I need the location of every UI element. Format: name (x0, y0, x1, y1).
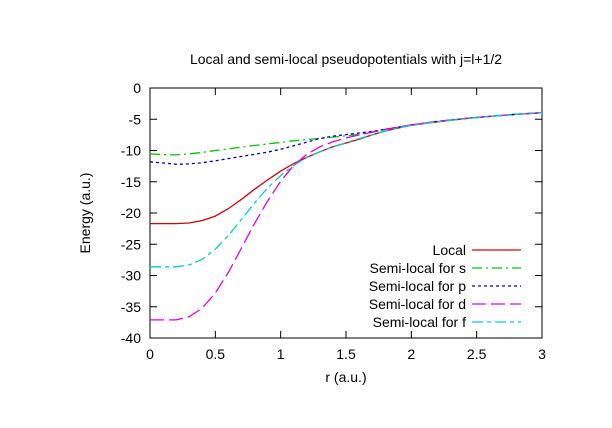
x-tick-label: 0.5 (206, 346, 226, 362)
y-tick-label: -35 (121, 299, 141, 315)
axes-layer: 0 0.5 1 1.5 2 2.5 3 0 -5 -10 -15 -20 -25 -30 -35 -40 (121, 80, 546, 362)
x-axis-label: r (a.u.) (325, 369, 366, 385)
x-tick-label: 1 (277, 346, 285, 362)
curve-semi-local-for-f (150, 112, 543, 268)
y-tick-label: -40 (121, 330, 141, 346)
curve-semi-local-for-d (150, 111, 543, 321)
legend-label-semi-local-for-s: Semi-local for s (370, 260, 466, 276)
curve-semi-local-for-s (149, 112, 543, 156)
legend-label-semi-local-for-p: Semi-local for p (369, 278, 466, 294)
y-tick-label: -10 (121, 143, 141, 159)
curve-local (150, 112, 543, 225)
x-tick-label: 2 (407, 346, 415, 362)
x-tick-label: 2.5 (467, 346, 487, 362)
legend-label-semi-local-for-d: Semi-local for d (369, 296, 466, 312)
x-tick-label: 1.5 (336, 346, 356, 362)
y-tick-label: -5 (129, 111, 142, 127)
y-tick-label: 0 (133, 80, 141, 96)
legend-layer: Local Semi-local for s Semi-local for p Sem… (369, 242, 521, 330)
y-tick-label: -20 (121, 205, 141, 221)
y-tick-label: -25 (121, 236, 141, 252)
legend-label-local: Local (433, 242, 466, 258)
curves-layer (149, 111, 543, 321)
legend-label-semi-local-for-f: Semi-local for f (373, 314, 466, 330)
x-tick-label: 3 (538, 346, 546, 362)
y-tick-label: -15 (121, 174, 141, 190)
x-tick-label: 0 (146, 346, 154, 362)
chart-title: Local and semi-local pseudopotentials wi… (190, 51, 502, 67)
curve-semi-local-for-p (149, 112, 543, 165)
y-tick-label: -30 (121, 268, 141, 284)
y-axis-label: Energy (a.u.) (77, 173, 93, 254)
